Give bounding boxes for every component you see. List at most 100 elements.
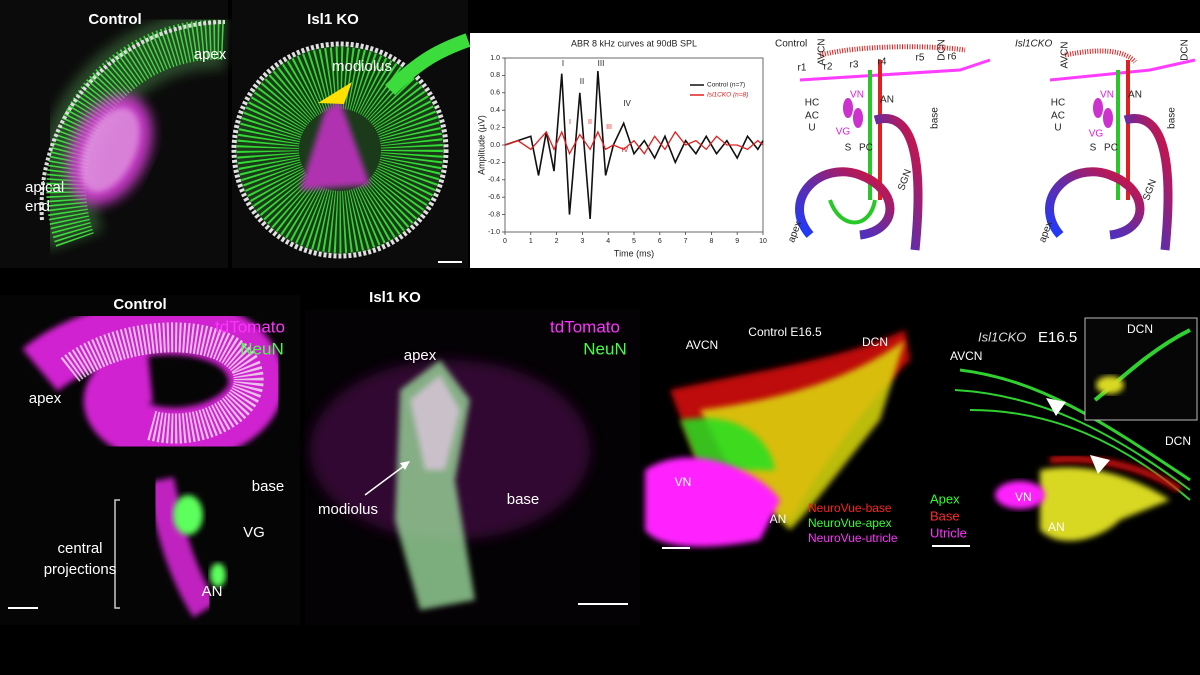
label: r3 [850,60,859,71]
cochlea-spiral [1045,167,1145,240]
peak-label-cko: III [606,124,612,131]
y-tick-label: 0.0 [490,142,500,149]
radial-fibers [237,47,443,253]
y-axis-label: Amplitude (µV) [476,115,486,175]
label: Apex [930,491,960,506]
label: AN [880,95,894,106]
label: VG [836,127,851,138]
arrowhead [1090,455,1110,474]
x-tick-label: 7 [684,238,688,245]
modiolus-tissue [300,100,370,190]
label: HC [805,98,819,109]
label: NeuroVue-utricle [808,531,898,545]
y-tick-label: 0.8 [490,72,500,79]
label: NeuroVue-base [808,501,892,515]
label: base [507,491,540,508]
label: apical [25,179,64,196]
x-tick-label: 2 [555,238,559,245]
label: Control [113,296,166,313]
arrowhead [318,82,352,104]
label: S [1090,143,1097,154]
label: AC [805,111,819,122]
label: AN [202,583,223,600]
tracing-cko-image [925,315,1200,560]
vg-cluster [210,563,226,587]
label: AN [1128,90,1142,101]
label: end [25,198,50,215]
projection-red [819,44,966,58]
label: AVCN [1060,41,1071,68]
label: AVCN [817,38,828,65]
vg-cell [843,98,853,118]
x-axis-label: Time (ms) [614,248,654,258]
rhombomere-band [1049,58,1196,82]
magenta-vn [995,481,1045,509]
label: apex [404,347,437,364]
magenta-vn [645,457,780,547]
cochlea-control-image [0,0,228,268]
label: Utricle [930,525,967,540]
whole-mount-ko-image [305,310,640,625]
label: E16.5 [1038,329,1077,346]
green-fibers [680,418,775,470]
cochlea-spiral [795,167,895,240]
label: central [57,540,102,557]
fibers [46,19,227,247]
label: tdTomato [215,317,285,336]
x-tick-label: 3 [580,238,584,245]
y-tick-label: -0.6 [488,194,500,201]
x-tick-label: 8 [709,238,713,245]
peak-label: III [598,59,605,68]
label: modiolus [332,58,392,75]
y-tick-label: 0.6 [490,90,500,97]
sgn-spiral [873,114,923,251]
central-projection [146,477,217,618]
chart-title: ABR 8 kHz curves at 90dB SPL [571,38,697,48]
green-fiber [959,368,1191,482]
label: VN [675,475,692,489]
label: NeuroVue-apex [808,516,892,530]
y-tick-label: -0.2 [488,159,500,166]
x-tick-label: 10 [759,238,767,245]
label: Isl1CKO [1015,39,1052,50]
cochlea-ko-image [231,0,471,268]
schematic-control [795,44,991,251]
label: r1 [798,63,807,74]
label: AVCN [950,349,982,363]
peak-label-cko: I [569,119,571,126]
label: DCN [1165,434,1191,448]
green-fiber [954,389,1191,491]
label: VN [850,90,864,101]
label: base [1167,107,1178,129]
arrowhead [1046,398,1066,416]
label: Base [930,508,960,523]
abr-chart: ABR 8 kHz curves at 90dB SPL -1.0 -0.8 -0.6… [476,38,767,258]
peak-label-cko: IV [622,147,629,154]
label: NeuN [583,339,626,358]
label: Isl1 KO [307,11,359,28]
label: r2 [824,62,833,73]
label: PC [1104,143,1118,154]
vg-cell [853,108,863,128]
label: VN [1015,490,1032,504]
label: VG [243,524,265,541]
x-tick-label: 6 [658,238,662,245]
peak-label-cko: II [588,119,592,126]
x-tick-label: 0 [503,238,507,245]
label: r4 [878,57,887,68]
label: base [252,478,285,495]
schematic-cko [1045,48,1196,251]
label: Isl1CKO [978,329,1026,344]
rhombomere-band [799,58,991,82]
label: r6 [948,52,957,63]
whole-mount-control-image [0,295,300,625]
label: AVCN [686,338,718,352]
y-tick-label: -0.8 [488,211,500,218]
legend-label: Isl1CKO (n=8) [707,92,748,99]
label: VN [1100,90,1114,101]
label: U [808,123,815,134]
vg-cell [1093,98,1103,118]
red-fibers [1049,456,1182,493]
y-tick-label: 0.4 [490,107,500,114]
series-line [504,130,764,156]
